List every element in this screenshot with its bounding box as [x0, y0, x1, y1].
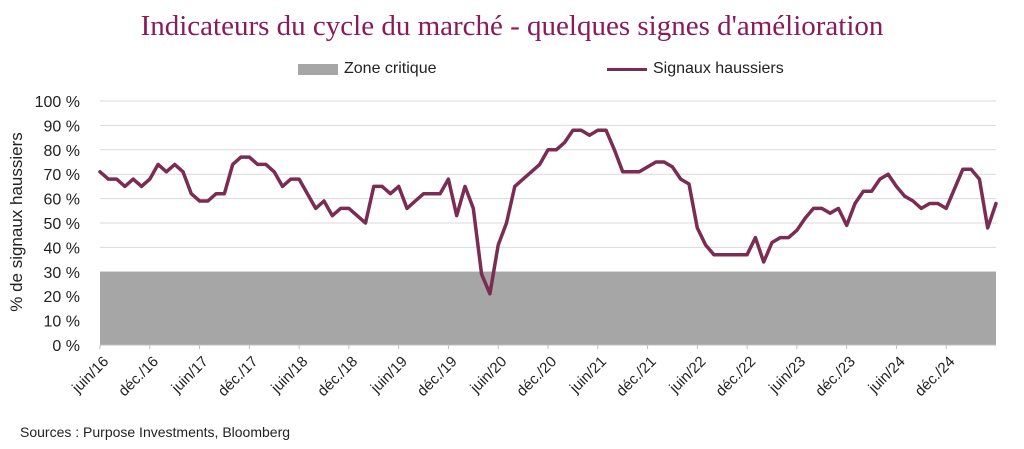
y-tick-label: 30 % [44, 265, 80, 282]
legend-item-zone-critique: Zone critique [298, 60, 437, 78]
x-tick-label: déc./21 [613, 353, 660, 400]
x-tick-label: juin/19 [367, 353, 411, 397]
x-tick-label: juin/16 [68, 353, 112, 397]
series-line-signaux-haussiers [98, 128, 998, 296]
y-tick-label: 10 % [44, 314, 80, 331]
legend: Zone critique Signaux haussiers [0, 60, 1024, 82]
x-tick-label: juin/23 [765, 353, 809, 397]
y-tick-label: 80 % [44, 143, 80, 160]
x-tick-label: déc./20 [513, 353, 560, 400]
x-tick-label: juin/17 [168, 353, 212, 397]
critical-zone-area [100, 271, 996, 345]
y-tick-label: 40 % [44, 240, 80, 257]
legend-swatch-area [298, 63, 338, 75]
x-tick-label: juin/20 [466, 353, 510, 397]
x-tick-label: juin/24 [865, 353, 909, 397]
y-tick-label: 60 % [44, 192, 80, 209]
y-tick-label: 20 % [44, 289, 80, 306]
x-tick-label: déc./24 [912, 353, 959, 400]
y-tick-label: 100 % [35, 94, 80, 111]
legend-label-signaux-haussiers: Signaux haussiers [653, 60, 784, 77]
x-tick-label: déc./18 [314, 353, 361, 400]
y-tick-label: 50 % [44, 216, 80, 233]
y-tick-label: 90 % [44, 118, 80, 135]
x-tick-label: déc./23 [812, 353, 859, 400]
legend-swatch-line [607, 67, 647, 71]
x-tick-label: déc./22 [712, 353, 759, 400]
x-tick-label: déc./17 [215, 353, 262, 400]
legend-item-signaux-haussiers: Signaux haussiers [607, 60, 784, 78]
x-tick-label: juin/21 [566, 353, 610, 397]
chart-title: Indicateurs du cycle du marché - quelque… [140, 10, 884, 42]
source-note: Sources : Purpose Investments, Bloomberg [20, 424, 291, 440]
x-tick-label: déc./19 [414, 353, 461, 400]
x-tick-label: déc./16 [115, 353, 162, 400]
x-tick-label: juin/22 [666, 353, 710, 397]
legend-label-zone-critique: Zone critique [344, 60, 437, 77]
y-tick-label: 70 % [44, 167, 80, 184]
x-tick-label: juin/18 [267, 353, 311, 397]
y-tick-label: 0 % [52, 338, 80, 355]
